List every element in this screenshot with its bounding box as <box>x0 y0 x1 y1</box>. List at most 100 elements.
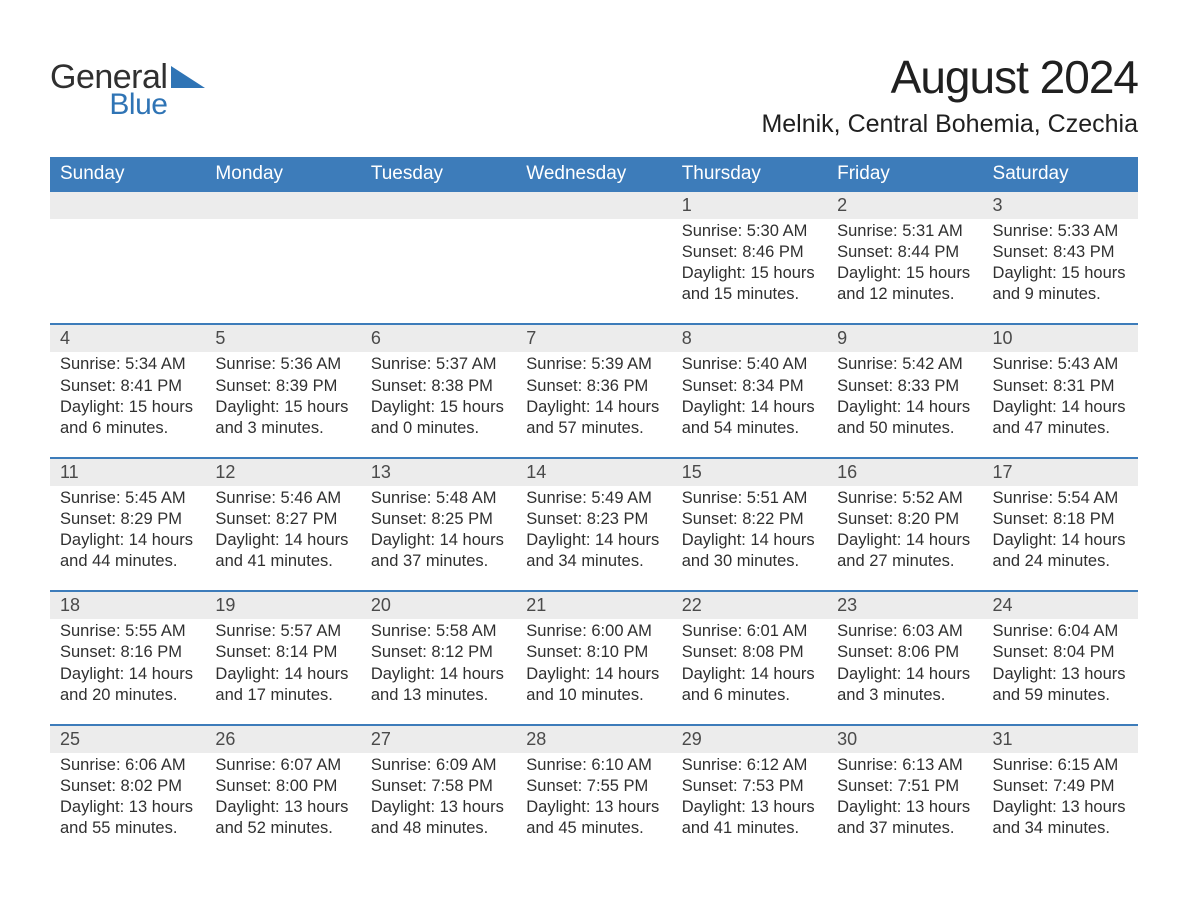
day-cell: 16Sunrise: 5:52 AMSunset: 8:20 PMDayligh… <box>827 457 982 590</box>
day-cell: 25Sunrise: 6:06 AMSunset: 8:02 PMDayligh… <box>50 724 205 857</box>
sunset-line: Sunset: 7:49 PM <box>993 776 1130 797</box>
day-body: Sunrise: 5:48 AMSunset: 8:25 PMDaylight:… <box>361 488 516 572</box>
day-header: Thursday <box>672 157 827 192</box>
day-cell: 23Sunrise: 6:03 AMSunset: 8:06 PMDayligh… <box>827 590 982 723</box>
sunrise-line: Sunrise: 6:15 AM <box>993 755 1130 776</box>
sunrise-line: Sunrise: 5:55 AM <box>60 621 197 642</box>
sunrise-line: Sunrise: 5:52 AM <box>837 488 974 509</box>
sunrise-line: Sunrise: 6:00 AM <box>526 621 663 642</box>
calendar: SundayMondayTuesdayWednesdayThursdayFrid… <box>50 157 1138 857</box>
sunrise-line: Sunrise: 6:06 AM <box>60 755 197 776</box>
day-body: Sunrise: 5:37 AMSunset: 8:38 PMDaylight:… <box>361 354 516 438</box>
day-body: Sunrise: 5:49 AMSunset: 8:23 PMDaylight:… <box>516 488 671 572</box>
daylight-line: Daylight: 14 hours and 30 minutes. <box>682 530 819 572</box>
day-cell: 9Sunrise: 5:42 AMSunset: 8:33 PMDaylight… <box>827 323 982 456</box>
sunrise-line: Sunrise: 5:43 AM <box>993 354 1130 375</box>
day-number: 12 <box>205 457 360 486</box>
daylight-line: Daylight: 14 hours and 54 minutes. <box>682 397 819 439</box>
day-body: Sunrise: 5:42 AMSunset: 8:33 PMDaylight:… <box>827 354 982 438</box>
day-number: 4 <box>50 323 205 352</box>
day-body: Sunrise: 5:31 AMSunset: 8:44 PMDaylight:… <box>827 221 982 305</box>
day-cell: 14Sunrise: 5:49 AMSunset: 8:23 PMDayligh… <box>516 457 671 590</box>
day-number: 18 <box>50 590 205 619</box>
week-row: 25Sunrise: 6:06 AMSunset: 8:02 PMDayligh… <box>50 724 1138 857</box>
sunset-line: Sunset: 7:58 PM <box>371 776 508 797</box>
daylight-line: Daylight: 14 hours and 50 minutes. <box>837 397 974 439</box>
week-row: 11Sunrise: 5:45 AMSunset: 8:29 PMDayligh… <box>50 457 1138 590</box>
week-row: 1Sunrise: 5:30 AMSunset: 8:46 PMDaylight… <box>50 192 1138 323</box>
sunset-line: Sunset: 8:22 PM <box>682 509 819 530</box>
day-body: Sunrise: 6:09 AMSunset: 7:58 PMDaylight:… <box>361 755 516 839</box>
day-body: Sunrise: 5:40 AMSunset: 8:34 PMDaylight:… <box>672 354 827 438</box>
day-cell: 8Sunrise: 5:40 AMSunset: 8:34 PMDaylight… <box>672 323 827 456</box>
day-header: Friday <box>827 157 982 192</box>
sunset-line: Sunset: 8:23 PM <box>526 509 663 530</box>
sunrise-line: Sunrise: 6:03 AM <box>837 621 974 642</box>
daylight-line: Daylight: 13 hours and 55 minutes. <box>60 797 197 839</box>
day-body: Sunrise: 5:52 AMSunset: 8:20 PMDaylight:… <box>827 488 982 572</box>
day-body: Sunrise: 5:36 AMSunset: 8:39 PMDaylight:… <box>205 354 360 438</box>
day-body: Sunrise: 5:39 AMSunset: 8:36 PMDaylight:… <box>516 354 671 438</box>
day-number: 11 <box>50 457 205 486</box>
sunset-line: Sunset: 8:33 PM <box>837 376 974 397</box>
sunset-line: Sunset: 8:41 PM <box>60 376 197 397</box>
day-number <box>361 192 516 219</box>
day-number: 6 <box>361 323 516 352</box>
day-header: Saturday <box>983 157 1138 192</box>
day-number: 22 <box>672 590 827 619</box>
day-cell: 29Sunrise: 6:12 AMSunset: 7:53 PMDayligh… <box>672 724 827 857</box>
logo-text: General Blue <box>50 60 167 120</box>
day-number: 31 <box>983 724 1138 753</box>
daylight-line: Daylight: 14 hours and 47 minutes. <box>993 397 1130 439</box>
sunrise-line: Sunrise: 6:13 AM <box>837 755 974 776</box>
daylight-line: Daylight: 15 hours and 3 minutes. <box>215 397 352 439</box>
day-number: 25 <box>50 724 205 753</box>
day-body: Sunrise: 6:12 AMSunset: 7:53 PMDaylight:… <box>672 755 827 839</box>
sunrise-line: Sunrise: 5:39 AM <box>526 354 663 375</box>
day-body: Sunrise: 5:57 AMSunset: 8:14 PMDaylight:… <box>205 621 360 705</box>
daylight-line: Daylight: 14 hours and 13 minutes. <box>371 664 508 706</box>
day-number: 15 <box>672 457 827 486</box>
day-number: 14 <box>516 457 671 486</box>
day-number: 8 <box>672 323 827 352</box>
sunrise-line: Sunrise: 5:33 AM <box>993 221 1130 242</box>
day-body: Sunrise: 5:58 AMSunset: 8:12 PMDaylight:… <box>361 621 516 705</box>
day-header: Sunday <box>50 157 205 192</box>
sunrise-line: Sunrise: 5:48 AM <box>371 488 508 509</box>
sunrise-line: Sunrise: 5:36 AM <box>215 354 352 375</box>
day-cell: 27Sunrise: 6:09 AMSunset: 7:58 PMDayligh… <box>361 724 516 857</box>
logo: General Blue <box>50 50 205 120</box>
sunset-line: Sunset: 7:51 PM <box>837 776 974 797</box>
day-cell: 13Sunrise: 5:48 AMSunset: 8:25 PMDayligh… <box>361 457 516 590</box>
sunset-line: Sunset: 8:38 PM <box>371 376 508 397</box>
day-header-row: SundayMondayTuesdayWednesdayThursdayFrid… <box>50 157 1138 192</box>
sunrise-line: Sunrise: 6:12 AM <box>682 755 819 776</box>
sunrise-line: Sunrise: 5:46 AM <box>215 488 352 509</box>
day-cell: 21Sunrise: 6:00 AMSunset: 8:10 PMDayligh… <box>516 590 671 723</box>
day-number: 27 <box>361 724 516 753</box>
title-block: August 2024 Melnik, Central Bohemia, Cze… <box>761 50 1138 139</box>
day-cell <box>361 192 516 323</box>
day-body: Sunrise: 5:30 AMSunset: 8:46 PMDaylight:… <box>672 221 827 305</box>
sunset-line: Sunset: 8:43 PM <box>993 242 1130 263</box>
day-body: Sunrise: 5:45 AMSunset: 8:29 PMDaylight:… <box>50 488 205 572</box>
day-cell: 15Sunrise: 5:51 AMSunset: 8:22 PMDayligh… <box>672 457 827 590</box>
sunset-line: Sunset: 7:53 PM <box>682 776 819 797</box>
day-number: 28 <box>516 724 671 753</box>
day-cell: 2Sunrise: 5:31 AMSunset: 8:44 PMDaylight… <box>827 192 982 323</box>
sunrise-line: Sunrise: 6:07 AM <box>215 755 352 776</box>
daylight-line: Daylight: 15 hours and 12 minutes. <box>837 263 974 305</box>
day-cell: 12Sunrise: 5:46 AMSunset: 8:27 PMDayligh… <box>205 457 360 590</box>
daylight-line: Daylight: 13 hours and 34 minutes. <box>993 797 1130 839</box>
day-body: Sunrise: 6:06 AMSunset: 8:02 PMDaylight:… <box>50 755 205 839</box>
day-number: 10 <box>983 323 1138 352</box>
sunset-line: Sunset: 8:08 PM <box>682 642 819 663</box>
day-number <box>516 192 671 219</box>
sunset-line: Sunset: 8:34 PM <box>682 376 819 397</box>
header: General Blue August 2024 Melnik, Central… <box>50 50 1138 139</box>
day-number: 24 <box>983 590 1138 619</box>
day-number: 9 <box>827 323 982 352</box>
sunrise-line: Sunrise: 5:51 AM <box>682 488 819 509</box>
sunrise-line: Sunrise: 5:30 AM <box>682 221 819 242</box>
daylight-line: Daylight: 13 hours and 52 minutes. <box>215 797 352 839</box>
